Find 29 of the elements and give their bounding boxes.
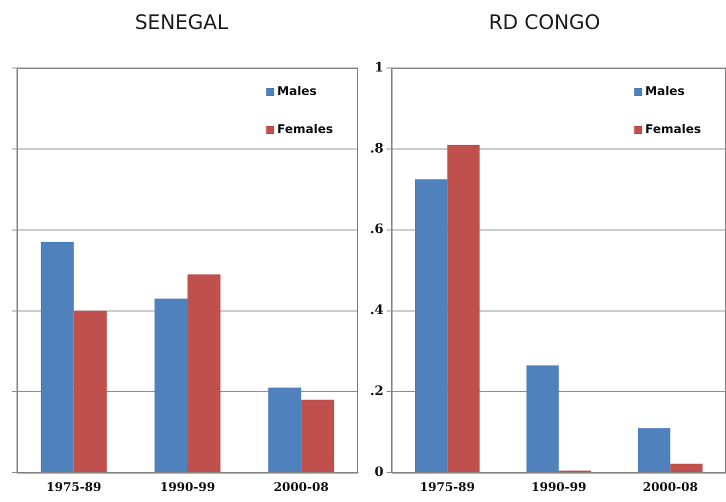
y-tick-label: 1 <box>374 60 384 76</box>
y-tick-label: .6 <box>370 222 384 238</box>
legend-label: Males <box>645 84 685 98</box>
x-tick-label: 1975-89 <box>46 480 102 494</box>
y-tick-label: 0 <box>374 464 384 480</box>
x-tick-label: 2000-08 <box>274 480 329 494</box>
bar <box>188 274 220 472</box>
bar <box>268 388 302 472</box>
x-tick-label: 1990-99 <box>531 480 586 494</box>
legend-label: Females <box>645 122 702 136</box>
bar <box>670 464 703 472</box>
x-tick-label: 1975-89 <box>420 480 475 494</box>
bar <box>526 365 559 472</box>
bar <box>414 179 448 472</box>
bar <box>447 144 480 472</box>
bar <box>638 428 670 472</box>
legend-label: Females <box>277 122 334 136</box>
bar <box>154 298 188 472</box>
y-tick-label: .2 <box>370 384 384 400</box>
chart-title: RD CONGO <box>488 10 602 34</box>
x-tick-label: 1990-99 <box>160 480 216 494</box>
bar <box>40 242 74 472</box>
y-tick-label: .4 <box>370 303 384 318</box>
bar <box>301 400 334 472</box>
bar <box>74 310 107 472</box>
y-tick-label: .8 <box>370 141 384 156</box>
legend-label: Males <box>277 84 317 98</box>
chart-title: SENEGAL <box>134 10 230 34</box>
x-tick-label: 2000-08 <box>642 480 698 494</box>
